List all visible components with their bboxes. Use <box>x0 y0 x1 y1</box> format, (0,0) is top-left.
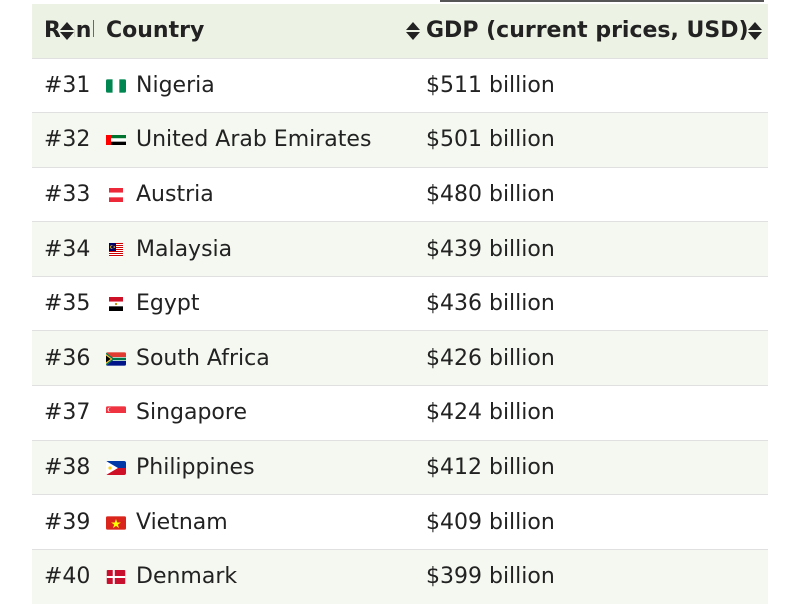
country-name: Austria <box>136 181 214 207</box>
country-cell: Egypt <box>94 276 424 331</box>
country-header-label: Country <box>106 18 205 44</box>
country-cell: United Arab Emirates <box>94 113 424 168</box>
table-row: #37 Singapore $424 billion <box>32 385 768 441</box>
rank-cell: #39 <box>44 509 91 535</box>
rank-cell: #38 <box>44 454 91 480</box>
gdp-cell: $436 billion <box>426 291 555 317</box>
rank-cell: #34 <box>44 236 91 262</box>
country-name: South Africa <box>136 345 270 371</box>
uae-flag-icon <box>106 133 126 147</box>
gdp-cell: $424 billion <box>426 400 555 426</box>
country-cell: Denmark <box>94 549 424 604</box>
country-cell: South Africa <box>94 331 424 386</box>
table-row: #34 Malaysia $439 billion <box>32 221 768 277</box>
country-name: Egypt <box>136 291 200 317</box>
table-row: #36 South Africa $426 billion <box>32 330 768 386</box>
malaysia-flag-icon <box>106 242 126 257</box>
country-cell: Vietnam <box>94 495 424 550</box>
country-cell: Singapore <box>94 386 424 441</box>
country-cell: Philippines <box>94 440 424 495</box>
gdp-cell: $501 billion <box>426 127 555 153</box>
country-name: Singapore <box>136 400 247 426</box>
country-name: Nigeria <box>136 72 215 98</box>
table-row: #38 Philippines $412 billion <box>32 440 768 495</box>
gdp-cell: $412 billion <box>426 454 555 480</box>
country-cell: Malaysia <box>94 222 424 277</box>
gdp-header-label: GDP (current prices, USD) <box>426 18 749 44</box>
singapore-flag-icon <box>106 406 126 421</box>
table-row: #39 Vietnam $409 billion <box>32 494 768 550</box>
gdp-ranking-table: Rank Country GDP (current prices, USD) #… <box>32 4 768 604</box>
country-name: Denmark <box>136 564 238 590</box>
sort-icon[interactable] <box>748 21 762 41</box>
table-row: #40 Denmark $399 billion <box>32 549 768 604</box>
gdp-cell: $409 billion <box>426 509 555 535</box>
philippines-flag-icon <box>106 460 126 475</box>
gdp-column-header[interactable]: GDP (current prices, USD) <box>424 4 768 58</box>
country-name: Vietnam <box>136 509 228 535</box>
table-row: #32 United Arab Emirates $501 billion <box>32 112 768 168</box>
country-name: Philippines <box>136 454 255 480</box>
south-africa-flag-icon <box>106 352 126 366</box>
rank-cell: #37 <box>44 400 91 426</box>
austria-flag-icon <box>106 187 126 202</box>
gdp-cell: $439 billion <box>426 236 555 262</box>
country-name: United Arab Emirates <box>136 127 372 153</box>
rank-cell: #33 <box>44 181 91 207</box>
rank-cell: #36 <box>44 345 91 371</box>
rank-cell: #32 <box>44 127 91 153</box>
vietnam-flag-icon <box>106 515 126 530</box>
table-row: #35 Egypt $436 billion <box>32 276 768 331</box>
rank-cell: #35 <box>44 291 91 317</box>
rank-cell: #40 <box>44 564 91 590</box>
sort-icon[interactable] <box>406 21 420 41</box>
table-header-row: Rank Country GDP (current prices, USD) <box>32 4 768 58</box>
gdp-cell: $511 billion <box>426 72 555 98</box>
scroll-container-edge <box>440 0 764 2</box>
sort-icon[interactable] <box>60 20 74 41</box>
country-name: Malaysia <box>136 236 233 262</box>
table-row: #33 Austria $480 billion <box>32 167 768 222</box>
country-cell: Austria <box>94 167 424 222</box>
rank-cell: #31 <box>44 72 91 98</box>
gdp-cell: $399 billion <box>426 564 555 590</box>
gdp-cell: $480 billion <box>426 181 555 207</box>
country-column-header[interactable]: Country <box>94 4 424 58</box>
egypt-flag-icon <box>106 297 126 312</box>
rank-column-header[interactable]: Rank <box>32 4 94 58</box>
denmark-flag-icon <box>106 570 126 585</box>
table-row: #31 Nigeria $511 billion <box>32 58 768 113</box>
nigeria-flag-icon <box>106 79 126 93</box>
country-cell: Nigeria <box>94 58 424 113</box>
gdp-cell: $426 billion <box>426 345 555 371</box>
